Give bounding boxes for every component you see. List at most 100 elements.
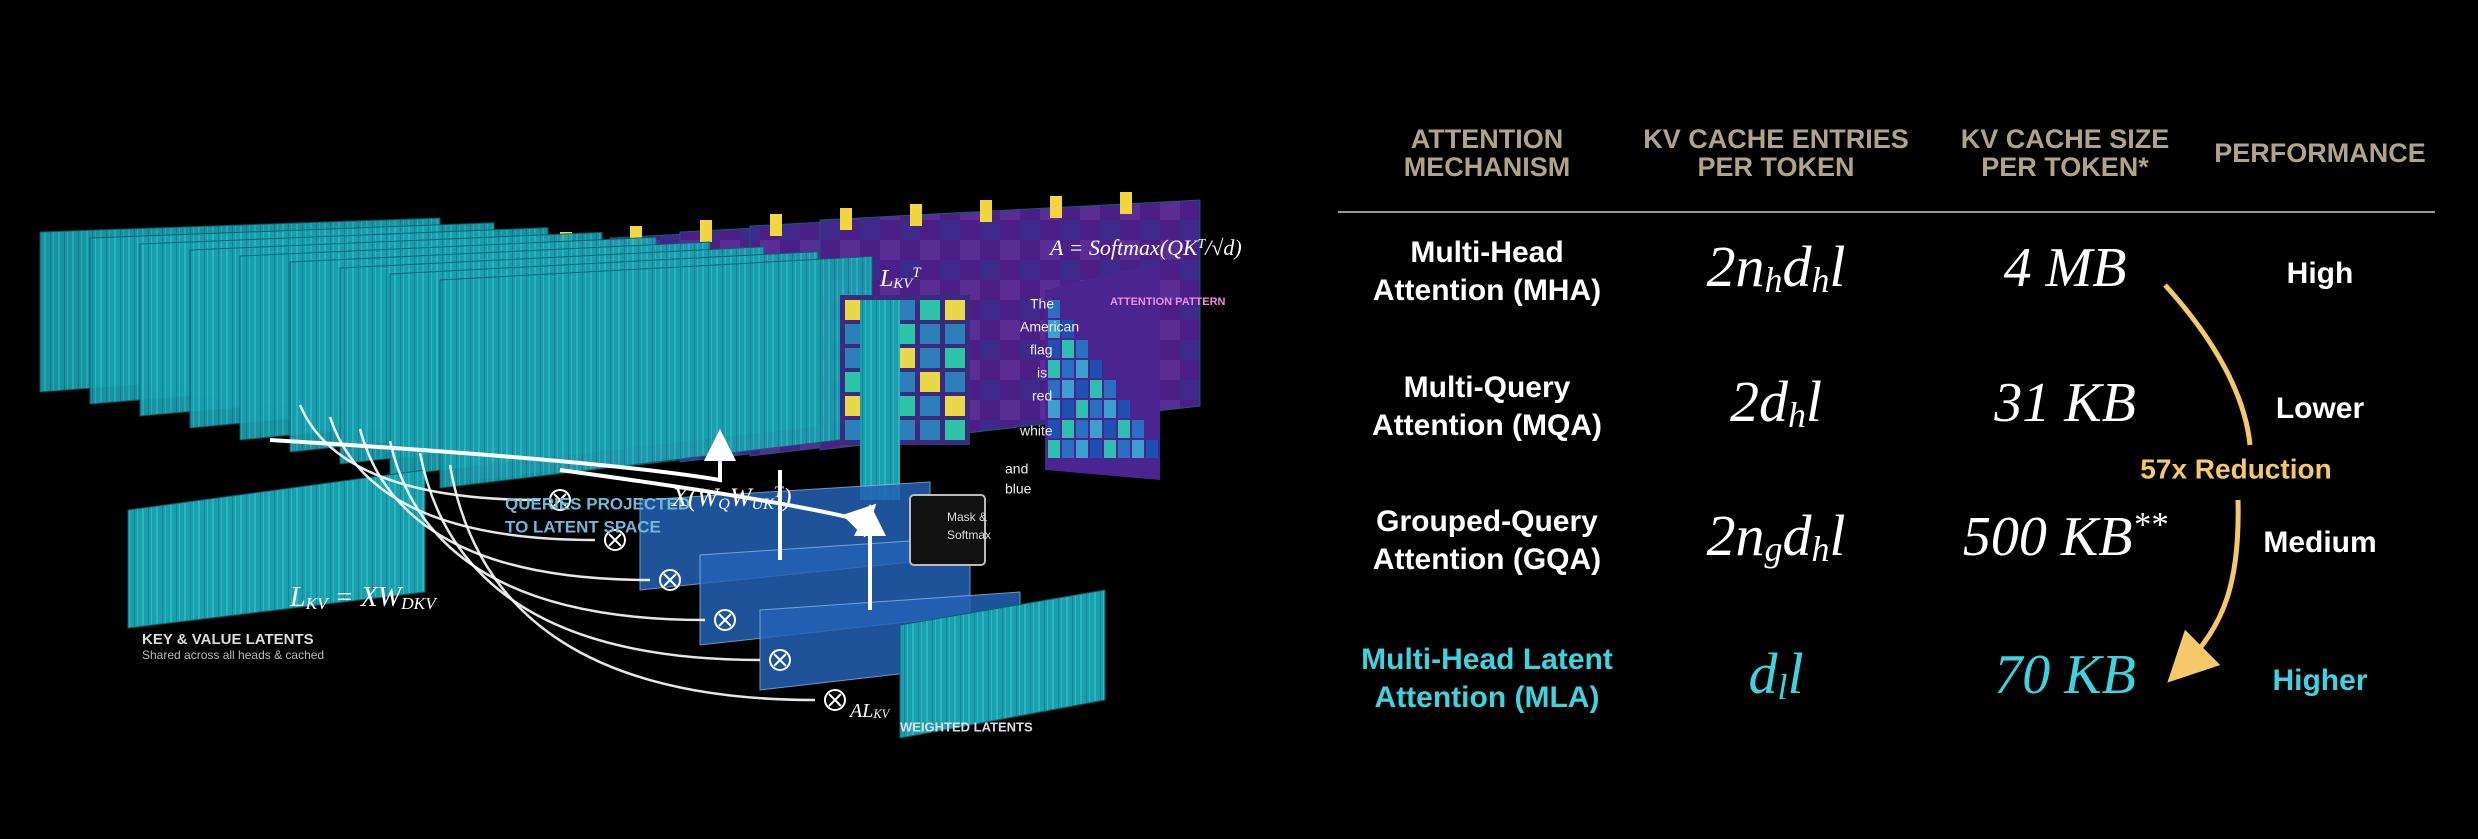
illustration-label: Mask & (947, 510, 987, 524)
pattern-cell (1104, 440, 1116, 458)
formula: LKVT (879, 265, 922, 292)
illustration-label: American (1020, 319, 1079, 335)
formula-part: KV (305, 594, 331, 613)
illustration-label: WEIGHTED LATENTS (900, 719, 1033, 734)
mechanism-name: Multi-Head Latent (1361, 643, 1613, 676)
performance: High (2287, 257, 2354, 290)
query-cell (945, 420, 965, 440)
reduction-arrow (2167, 499, 2241, 683)
formula-part: 500 KB (1963, 506, 2133, 568)
performance: Lower (2276, 392, 2365, 425)
multiply-node (769, 649, 791, 671)
formula: X(WQWUKT) (671, 483, 792, 513)
formula-part: h (1811, 529, 1829, 569)
multiply-cross (608, 533, 622, 547)
formula: 2nhdhl (1706, 234, 1845, 300)
formula-part: = XW (328, 582, 404, 613)
formula: 70 KB (1994, 644, 2136, 706)
pattern-cell (1090, 440, 1102, 458)
column-header: ATTENTION (1411, 124, 1563, 154)
column-header: MECHANISM (1404, 152, 1571, 182)
pattern-cell (1062, 440, 1074, 458)
multiply-cross (718, 613, 732, 627)
attention-cell (700, 220, 712, 242)
formula-part: Q (718, 496, 730, 513)
vertical-latent (860, 300, 900, 500)
multiply-node (714, 609, 736, 631)
formula-part: l (1829, 234, 1845, 299)
pattern-cell (1118, 400, 1130, 418)
formula-part: 4 MB (2004, 237, 2127, 299)
formula-part: L (879, 266, 893, 292)
illustration-label: flag (1030, 342, 1053, 358)
formula-part: 31 KB (1993, 372, 2136, 434)
formula: ALKV (848, 700, 891, 722)
pattern-cell (1062, 380, 1074, 398)
illustration-label: TO LATENT SPACE (505, 517, 661, 536)
query-cell (945, 348, 965, 368)
column-header: KV CACHE ENTRIES (1643, 124, 1909, 154)
pattern-cell (1048, 320, 1060, 338)
pattern-cell (1048, 440, 1060, 458)
illustration-label: and (1005, 461, 1028, 477)
formula-part: T (1198, 236, 1207, 251)
formula-part: h (1811, 260, 1829, 300)
formula: 2dhl (1730, 369, 1822, 435)
formula-part: g (1764, 529, 1782, 569)
pattern-cell (1062, 320, 1074, 338)
mechanism-name: Attention (MLA) (1375, 681, 1600, 714)
formula-part: KV (872, 707, 890, 721)
pattern-cell (1048, 400, 1060, 418)
formula-part: l (1829, 503, 1845, 568)
formula: 500 KB** (1963, 505, 2168, 568)
formula-part: l (1777, 667, 1787, 707)
formula-part: h (1764, 260, 1782, 300)
query-cell (920, 420, 940, 440)
formula-part: d (1782, 234, 1812, 299)
formula: 2ngdhl (1706, 503, 1845, 569)
query-cell (945, 324, 965, 344)
column-header: PER TOKEN (1697, 152, 1854, 182)
mechanism-name: Attention (MHA) (1373, 274, 1601, 307)
formula-part: 2n (1706, 234, 1764, 299)
pattern-cell (1104, 380, 1116, 398)
formula-part: l (1806, 369, 1822, 434)
query-cell (945, 300, 965, 320)
pattern-cell (1132, 440, 1144, 458)
formula-part: QK (1167, 235, 1199, 260)
pattern-cell (1090, 400, 1102, 418)
pattern-cell (1090, 380, 1102, 398)
flow-line (269, 429, 736, 483)
illustration-label: KEY & VALUE LATENTS (142, 631, 314, 648)
query-cell (920, 372, 940, 392)
formula-part: h (1788, 395, 1806, 435)
pattern-cell (1104, 400, 1116, 418)
column-header: PERFORMANCE (2214, 138, 2426, 168)
formula-part: W (730, 483, 754, 512)
pattern-cell (1076, 440, 1088, 458)
pattern-cell (1132, 420, 1144, 438)
mechanism-name: Grouped-Query (1376, 505, 1598, 538)
formula: 31 KB (1993, 372, 2136, 434)
formula-part: DKV (400, 594, 438, 613)
attention-cell (910, 204, 922, 226)
query-cell (920, 348, 940, 368)
formula: LKV = XWDKV (289, 582, 438, 613)
formula: 4 MB (2004, 237, 2127, 299)
formula-part: KV (892, 276, 914, 292)
attention-cell (1120, 192, 1132, 214)
formula-part: L (289, 582, 306, 613)
formula-part: /√d) (1203, 235, 1242, 260)
formula-part: ) (781, 483, 792, 512)
pattern-cell (1076, 340, 1088, 358)
column-header: PER TOKEN* (1981, 152, 2149, 182)
formula-part: T (774, 484, 784, 501)
multiply-node (549, 489, 571, 511)
formula-part: UK (752, 496, 776, 513)
flow-line (418, 452, 761, 662)
multiply-cross (773, 653, 787, 667)
pattern-cell (1076, 400, 1088, 418)
